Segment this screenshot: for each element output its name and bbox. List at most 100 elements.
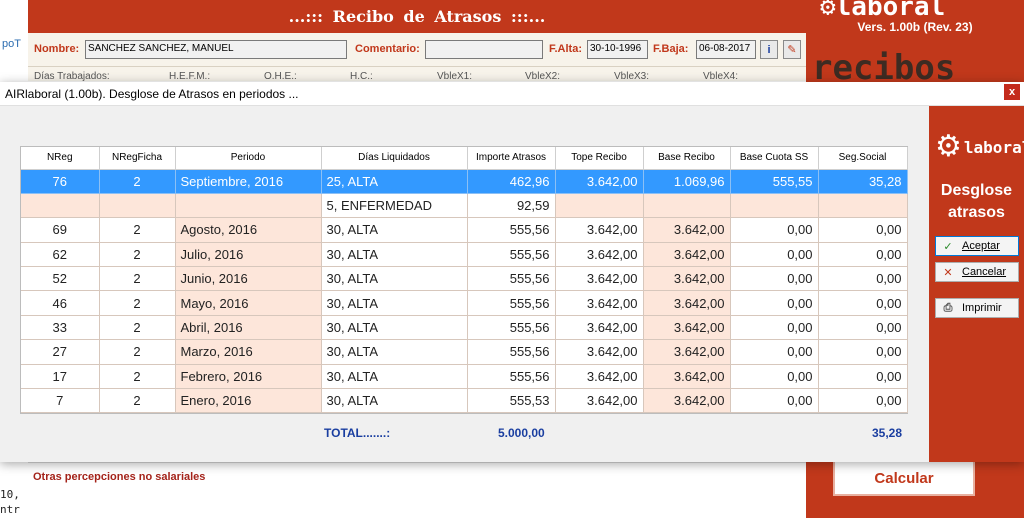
cancelar-button[interactable]: ✕ Cancelar	[935, 262, 1019, 282]
cell-periodo[interactable]: Febrero, 2016	[175, 364, 322, 390]
table-row[interactable]: 76 2 Septiembre, 2016 25, ALTA 462,96 3.642,0…	[21, 169, 908, 194]
cell-importe[interactable]: 555,56	[467, 266, 556, 292]
cell-seg[interactable]: 0,00	[818, 242, 908, 268]
cell-nreg[interactable]: 7	[21, 388, 100, 414]
cell-dias[interactable]: 30, ALTA	[321, 315, 468, 341]
cell-importe[interactable]: 555,53	[467, 388, 556, 414]
cell-importe[interactable]: 555,56	[467, 315, 556, 341]
cell-importe[interactable]: 462,96	[467, 169, 556, 194]
cell-periodo[interactable]	[175, 193, 322, 219]
cell-periodo[interactable]: Mayo, 2016	[175, 290, 322, 316]
cell-periodo[interactable]: Marzo, 2016	[175, 339, 322, 365]
table-row[interactable]: 5, ENFERMEDAD 92,59	[21, 193, 908, 219]
fbaja-field[interactable]: 06-08-2017	[696, 40, 756, 59]
cell-nreg[interactable]: 17	[21, 364, 100, 390]
cell-nreg[interactable]: 52	[21, 266, 100, 292]
cell-base[interactable]: 3.642,00	[643, 217, 731, 243]
cell-nregficha[interactable]: 2	[99, 290, 176, 316]
cell-nregficha[interactable]	[99, 193, 176, 219]
pencil-icon[interactable]: ✎	[783, 40, 801, 59]
cell-seg[interactable]: 0,00	[818, 315, 908, 341]
column-header[interactable]: Días Liquidados	[321, 147, 468, 170]
cell-base[interactable]: 3.642,00	[643, 266, 731, 292]
cell-cuota[interactable]: 0,00	[730, 290, 819, 316]
info-icon[interactable]: i	[760, 40, 778, 59]
cell-seg[interactable]	[818, 193, 908, 219]
nombre-field[interactable]: SANCHEZ SANCHEZ, MANUEL	[85, 40, 347, 59]
cell-importe[interactable]: 555,56	[467, 364, 556, 390]
cell-importe[interactable]: 555,56	[467, 217, 556, 243]
table-row[interactable]: 33 2 Abril, 2016 30, ALTA 555,56 3.642,00 3.64…	[21, 315, 908, 341]
calcular-button[interactable]: Calcular	[833, 460, 975, 496]
cell-nregficha[interactable]: 2	[99, 217, 176, 243]
cell-nreg[interactable]: 62	[21, 242, 100, 268]
cell-tope[interactable]: 3.642,00	[555, 388, 644, 414]
cell-nreg[interactable]: 69	[21, 217, 100, 243]
cell-importe[interactable]: 555,56	[467, 242, 556, 268]
cell-dias[interactable]: 30, ALTA	[321, 290, 468, 316]
cell-cuota[interactable]: 0,00	[730, 364, 819, 390]
cell-dias[interactable]: 30, ALTA	[321, 217, 468, 243]
cell-dias[interactable]: 30, ALTA	[321, 266, 468, 292]
cell-periodo[interactable]: Agosto, 2016	[175, 217, 322, 243]
cell-tope[interactable]: 3.642,00	[555, 364, 644, 390]
cell-nregficha[interactable]: 2	[99, 169, 176, 194]
cell-tope[interactable]: 3.642,00	[555, 315, 644, 341]
cell-dias[interactable]: 30, ALTA	[321, 242, 468, 268]
cell-periodo[interactable]: Junio, 2016	[175, 266, 322, 292]
cell-nreg[interactable]: 33	[21, 315, 100, 341]
table-row[interactable]: 62 2 Julio, 2016 30, ALTA 555,56 3.642,00 3.64…	[21, 242, 908, 268]
table-row[interactable]: 17 2 Febrero, 2016 30, ALTA 555,56 3.642,00 3.…	[21, 364, 908, 390]
cell-nregficha[interactable]: 2	[99, 388, 176, 414]
cell-cuota[interactable]	[730, 193, 819, 219]
cell-dias[interactable]: 25, ALTA	[321, 169, 468, 194]
column-header[interactable]: Base Cuota SS	[730, 147, 819, 170]
cell-base[interactable]: 3.642,00	[643, 339, 731, 365]
cell-nregficha[interactable]: 2	[99, 364, 176, 390]
close-icon[interactable]: x	[1004, 84, 1020, 100]
cell-cuota[interactable]: 0,00	[730, 266, 819, 292]
cell-importe[interactable]: 92,59	[467, 193, 556, 219]
cell-base[interactable]: 1.069,96	[643, 169, 731, 194]
aceptar-button[interactable]: ✓ Aceptar	[935, 236, 1019, 256]
column-header[interactable]: Periodo	[175, 147, 322, 170]
cell-dias[interactable]: 30, ALTA	[321, 364, 468, 390]
cell-base[interactable]: 3.642,00	[643, 290, 731, 316]
cell-nreg[interactable]: 46	[21, 290, 100, 316]
column-header[interactable]: Base Recibo	[643, 147, 731, 170]
cell-seg[interactable]: 0,00	[818, 217, 908, 243]
cell-nregficha[interactable]: 2	[99, 315, 176, 341]
imprimir-button[interactable]: ⎙ Imprimir	[935, 298, 1019, 318]
cell-base[interactable]: 3.642,00	[643, 315, 731, 341]
cell-tope[interactable]: 3.642,00	[555, 290, 644, 316]
cell-cuota[interactable]: 0,00	[730, 242, 819, 268]
column-header[interactable]: NRegFicha	[99, 147, 176, 170]
cell-tope[interactable]: 3.642,00	[555, 242, 644, 268]
cell-nreg[interactable]: 27	[21, 339, 100, 365]
cell-tope[interactable]	[555, 193, 644, 219]
cell-nregficha[interactable]: 2	[99, 266, 176, 292]
cell-tope[interactable]: 3.642,00	[555, 339, 644, 365]
column-header[interactable]: NReg	[21, 147, 100, 170]
cell-seg[interactable]: 0,00	[818, 266, 908, 292]
cell-dias[interactable]: 30, ALTA	[321, 339, 468, 365]
cell-dias[interactable]: 30, ALTA	[321, 388, 468, 414]
cell-nreg[interactable]	[21, 193, 100, 219]
falta-field[interactable]: 30-10-1996	[587, 40, 648, 59]
column-header[interactable]: Seg.Social	[818, 147, 908, 170]
cell-seg[interactable]: 0,00	[818, 339, 908, 365]
cell-seg[interactable]: 35,28	[818, 169, 908, 194]
cell-tope[interactable]: 3.642,00	[555, 169, 644, 194]
cell-periodo[interactable]: Abril, 2016	[175, 315, 322, 341]
dialog-titlebar[interactable]: AIRlaboral (1.00b). Desglose de Atrasos …	[0, 82, 1024, 106]
cell-base[interactable]: 3.642,00	[643, 388, 731, 414]
cell-nregficha[interactable]: 2	[99, 339, 176, 365]
cell-nreg[interactable]: 76	[21, 169, 100, 194]
cell-importe[interactable]: 555,56	[467, 290, 556, 316]
cell-tope[interactable]: 3.642,00	[555, 266, 644, 292]
table-row[interactable]: 46 2 Mayo, 2016 30, ALTA 555,56 3.642,00 3.642…	[21, 290, 908, 316]
table-row[interactable]: 7 2 Enero, 2016 30, ALTA 555,53 3.642,00 3.642…	[21, 388, 908, 414]
cell-seg[interactable]: 0,00	[818, 364, 908, 390]
cell-periodo[interactable]: Septiembre, 2016	[175, 169, 322, 194]
column-header[interactable]: Importe Atrasos	[467, 147, 556, 170]
